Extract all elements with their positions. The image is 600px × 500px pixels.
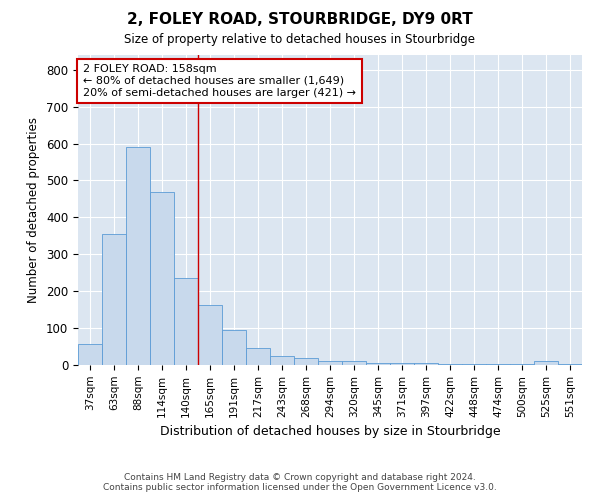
Bar (558, 364, 582, 365)
X-axis label: Distribution of detached houses by size in Stourbridge: Distribution of detached houses by size … (160, 425, 500, 438)
Bar (366, 363, 390, 365)
Text: Size of property relative to detached houses in Stourbridge: Size of property relative to detached ho… (125, 32, 476, 46)
Bar (462, 364, 486, 365)
Bar (510, 364, 534, 365)
Bar (198, 305, 222, 365)
Bar (534, 362, 558, 365)
Bar (414, 363, 438, 365)
Y-axis label: Number of detached properties: Number of detached properties (28, 117, 40, 303)
Bar (486, 364, 510, 365)
Bar (222, 330, 246, 365)
Text: 2 FOLEY ROAD: 158sqm
← 80% of detached houses are smaller (1,649)
20% of semi-de: 2 FOLEY ROAD: 158sqm ← 80% of detached h… (83, 64, 356, 98)
Bar (270, 356, 294, 365)
Bar (174, 278, 198, 365)
Bar (78, 344, 102, 365)
Bar (126, 148, 150, 365)
Bar (438, 364, 462, 365)
Text: Contains HM Land Registry data © Crown copyright and database right 2024.
Contai: Contains HM Land Registry data © Crown c… (103, 473, 497, 492)
Bar (390, 363, 414, 365)
Bar (318, 362, 342, 365)
Bar (294, 358, 318, 365)
Text: 2, FOLEY ROAD, STOURBRIDGE, DY9 0RT: 2, FOLEY ROAD, STOURBRIDGE, DY9 0RT (127, 12, 473, 28)
Bar (342, 362, 366, 365)
Bar (102, 234, 126, 365)
Bar (150, 192, 174, 365)
Bar (246, 348, 270, 365)
